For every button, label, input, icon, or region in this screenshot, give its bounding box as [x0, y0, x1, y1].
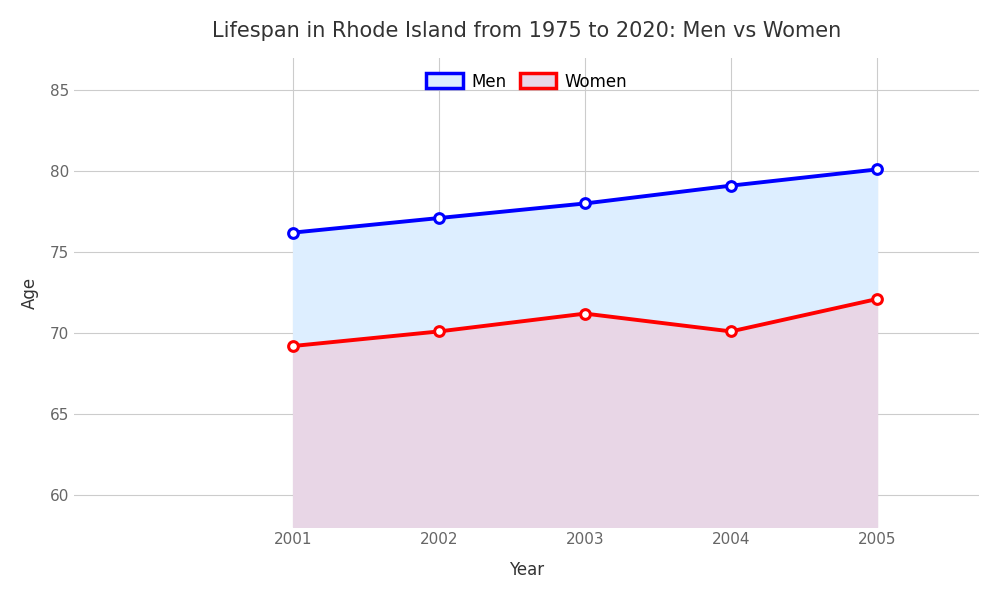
- X-axis label: Year: Year: [509, 561, 544, 579]
- Legend: Men, Women: Men, Women: [419, 66, 634, 97]
- Y-axis label: Age: Age: [21, 277, 39, 308]
- Title: Lifespan in Rhode Island from 1975 to 2020: Men vs Women: Lifespan in Rhode Island from 1975 to 20…: [212, 21, 841, 41]
